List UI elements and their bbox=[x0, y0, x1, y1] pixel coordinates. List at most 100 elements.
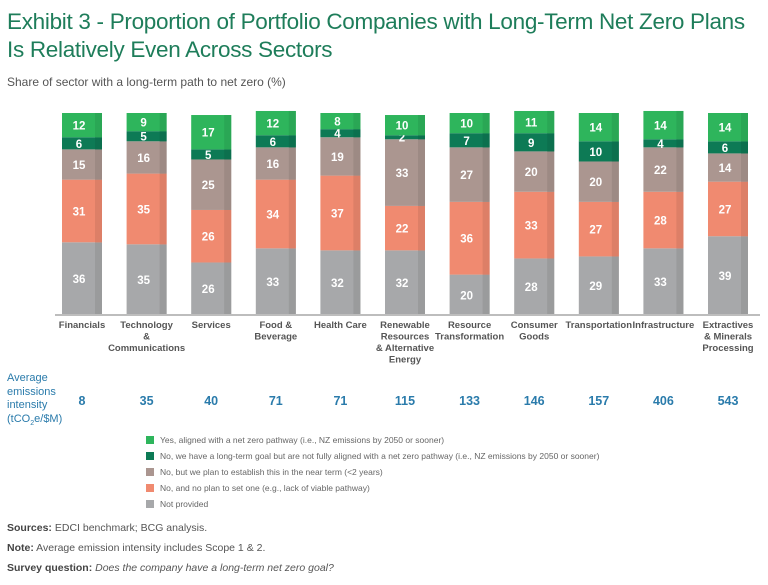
bar-segment-shade bbox=[353, 129, 361, 138]
bar-segment-shade bbox=[676, 139, 684, 148]
segment-value-label: 6 bbox=[722, 143, 728, 155]
segment-value-label: 34 bbox=[266, 210, 279, 222]
bar-segment-shade bbox=[288, 248, 296, 315]
bar-segment-shade bbox=[418, 115, 425, 136]
bar-segment-shade bbox=[547, 191, 555, 259]
scope-note: Note: Average emission intensity include… bbox=[7, 538, 334, 558]
bar-segment-shade bbox=[418, 250, 425, 315]
category-label-line: Transformation bbox=[435, 332, 504, 343]
legend-item: No, we have a long-term goal but are not… bbox=[146, 448, 599, 464]
segment-value-label: 14 bbox=[719, 163, 732, 175]
bar-segment-shade bbox=[741, 153, 748, 182]
emissions-label-line3: intensity bbox=[7, 399, 48, 411]
chart-title: Exhibit 3 - Proportion of Portfolio Comp… bbox=[7, 9, 745, 62]
segment-value-label: 32 bbox=[396, 278, 409, 290]
bar-segment-shade bbox=[353, 175, 361, 251]
category-label-line: Communications bbox=[108, 343, 185, 354]
legend-label: No, and no plan to set one (e.g., lack o… bbox=[160, 483, 370, 493]
segment-value-label: 12 bbox=[266, 119, 279, 131]
segment-value-label: 14 bbox=[654, 121, 667, 133]
segment-value-label: 35 bbox=[137, 275, 150, 287]
stacked-bar-chart: 3631156123535165926262551733341661232371… bbox=[55, 110, 760, 408]
segment-value-label: 35 bbox=[137, 204, 150, 216]
bar-segment-shade bbox=[159, 244, 167, 315]
category-label-line: & Minerals bbox=[704, 332, 752, 343]
survey-label: Survey question: bbox=[7, 562, 93, 574]
bar-segment-shade bbox=[611, 113, 619, 142]
bar-segment bbox=[643, 139, 684, 148]
emissions-value: 406 bbox=[653, 394, 674, 408]
emissions-value: 115 bbox=[395, 394, 415, 408]
bar-segment-shade bbox=[676, 147, 684, 192]
bar-segment-shade bbox=[353, 113, 361, 130]
unit-pre: (tCO bbox=[7, 412, 31, 425]
bar-segment-shade bbox=[224, 209, 232, 263]
bar-segment bbox=[320, 129, 361, 138]
bar-segment-shade bbox=[224, 159, 232, 210]
segment-value-label: 5 bbox=[205, 150, 212, 162]
segment-value-label: 26 bbox=[202, 232, 215, 244]
segment-value-label: 33 bbox=[654, 277, 667, 289]
bar-segment-shade bbox=[418, 135, 425, 140]
unit-post: e/$M) bbox=[34, 412, 63, 425]
bar-segment-shade bbox=[611, 256, 619, 315]
segment-value-label: 31 bbox=[73, 206, 86, 218]
category-label: Technology & Communications bbox=[108, 320, 185, 354]
bars-group: 3631156123535165926262551733341661232371… bbox=[62, 110, 748, 315]
segment-value-label: 16 bbox=[266, 159, 279, 171]
category-label-line: Infrastructure bbox=[633, 320, 695, 331]
bar-segment bbox=[708, 141, 748, 154]
bar-segment-shade bbox=[547, 110, 555, 134]
category-label: Food & Beverage bbox=[254, 320, 297, 343]
bar-segment-shade bbox=[288, 110, 296, 136]
bar-segment-shade bbox=[224, 262, 232, 315]
emissions-intensity-label: Average emissions intensity (tCO2e/$M) bbox=[7, 372, 62, 430]
survey-text: Does the company have a long-term net ze… bbox=[95, 562, 334, 574]
segment-value-label: 10 bbox=[460, 119, 473, 131]
bar-segment-shade bbox=[482, 274, 490, 315]
category-label-line: Technology bbox=[120, 320, 173, 331]
bar-segment-shade bbox=[95, 137, 102, 150]
segment-value-label: 36 bbox=[73, 274, 86, 286]
segment-value-label: 27 bbox=[460, 170, 473, 182]
emissions-value: 133 bbox=[459, 394, 480, 408]
segment-value-label: 14 bbox=[589, 123, 602, 135]
bar-segment-shade bbox=[159, 113, 167, 132]
segment-value-label: 33 bbox=[396, 168, 409, 180]
category-label-line: Renewable bbox=[380, 320, 430, 331]
bar-segment-shade bbox=[159, 131, 167, 142]
bar-segment-shade bbox=[482, 147, 490, 202]
sources-text: EDCI benchmark; BCG analysis. bbox=[51, 522, 208, 534]
bar-segment bbox=[126, 113, 167, 132]
legend-label: No, we have a long-term goal but are not… bbox=[160, 451, 600, 461]
emissions-value: 35 bbox=[140, 394, 154, 408]
sources-label: Sources: bbox=[7, 522, 52, 534]
category-label: Extractives & Minerals Processing bbox=[702, 320, 753, 354]
category-label-line: Consumer bbox=[511, 320, 558, 331]
segment-value-label: 9 bbox=[528, 138, 534, 150]
segment-value-label: 4 bbox=[334, 129, 341, 141]
category-label-line: Resource bbox=[448, 320, 491, 331]
segment-value-label: 27 bbox=[719, 204, 732, 216]
category-label-line: & bbox=[143, 332, 150, 343]
bar-segment-shade bbox=[353, 250, 361, 315]
bar-segment bbox=[449, 133, 490, 148]
category-label: Services bbox=[192, 320, 231, 331]
segment-value-label: 19 bbox=[331, 152, 344, 164]
emissions-value: 71 bbox=[333, 394, 347, 408]
legend: Yes, aligned with a net zero pathway (i.… bbox=[146, 432, 599, 512]
chart-subtitle: Share of sector with a long-term path to… bbox=[7, 75, 286, 89]
bar-segment-shade bbox=[676, 110, 684, 140]
bar-segment-shade bbox=[482, 133, 490, 148]
legend-swatch bbox=[146, 468, 154, 476]
segment-value-label: 14 bbox=[719, 123, 732, 135]
segment-value-label: 2 bbox=[399, 133, 405, 145]
bar-segment bbox=[385, 135, 425, 140]
emissions-unit: (tCO2e/$M) bbox=[7, 413, 62, 431]
category-label-line: Transportation bbox=[566, 320, 633, 331]
legend-label: Not provided bbox=[160, 499, 209, 509]
category-label-line: Extractives bbox=[703, 320, 754, 331]
segment-value-label: 25 bbox=[202, 180, 215, 192]
bar-segment-shade bbox=[288, 135, 296, 148]
legend-swatch bbox=[146, 500, 154, 508]
